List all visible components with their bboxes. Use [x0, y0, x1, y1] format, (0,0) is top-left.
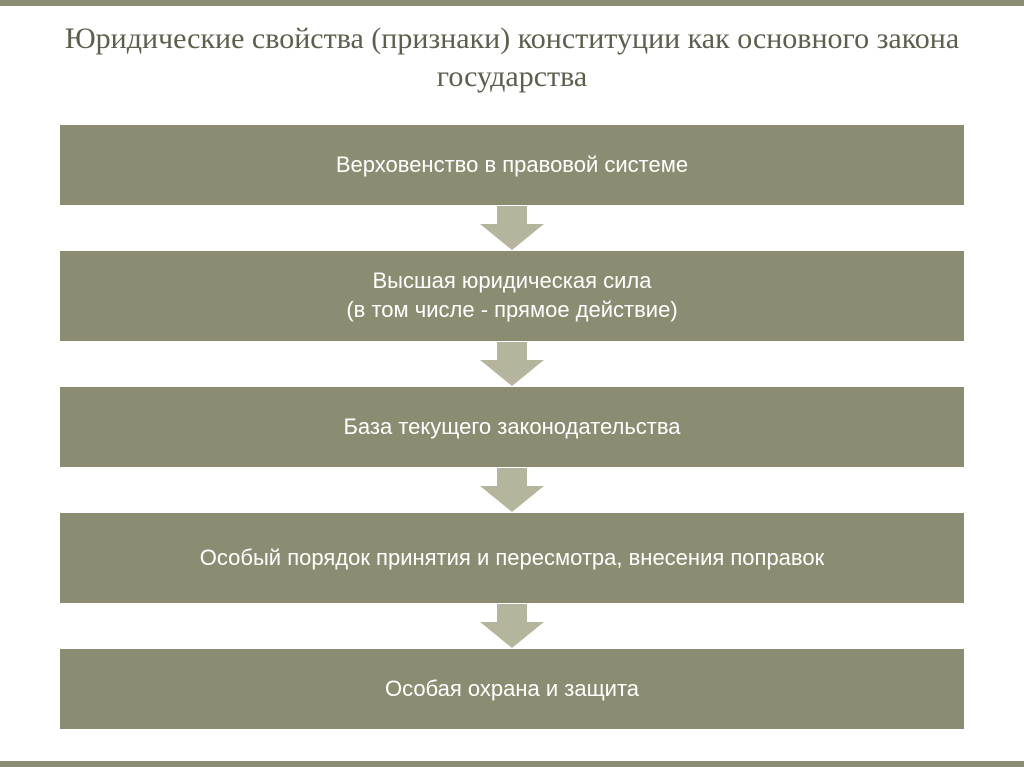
flowchart: Верховенство в правовой системе Высшая ю…	[60, 125, 964, 737]
flow-box-5-text: Особая охрана и защита	[385, 675, 639, 704]
flow-box-4: Особый порядок принятия и пересмотра, вн…	[60, 513, 964, 603]
flow-box-3: База текущего законодательства	[60, 387, 964, 467]
arrow-2	[60, 341, 964, 387]
arrow-down-icon	[480, 468, 544, 512]
flow-box-1: Верховенство в правовой системе	[60, 125, 964, 205]
arrow-1	[60, 205, 964, 251]
flow-box-2: Высшая юридическая сила(в том числе - пр…	[60, 251, 964, 341]
slide-container: Юридические свойства (признаки) конститу…	[0, 0, 1024, 767]
arrow-3	[60, 467, 964, 513]
arrow-down-icon	[480, 604, 544, 648]
flow-box-2-text: Высшая юридическая сила(в том числе - пр…	[346, 267, 677, 324]
bottom-edge-bar	[0, 761, 1024, 767]
arrow-4	[60, 603, 964, 649]
flow-box-5: Особая охрана и защита	[60, 649, 964, 729]
slide-title: Юридические свойства (признаки) конститу…	[60, 20, 964, 95]
arrow-down-icon	[480, 206, 544, 250]
arrow-down-icon	[480, 342, 544, 386]
flow-box-3-text: База текущего законодательства	[343, 413, 680, 442]
flow-box-4-text: Особый порядок принятия и пересмотра, вн…	[200, 544, 824, 573]
flow-box-1-text: Верховенство в правовой системе	[336, 151, 688, 180]
top-edge-bar	[0, 0, 1024, 6]
